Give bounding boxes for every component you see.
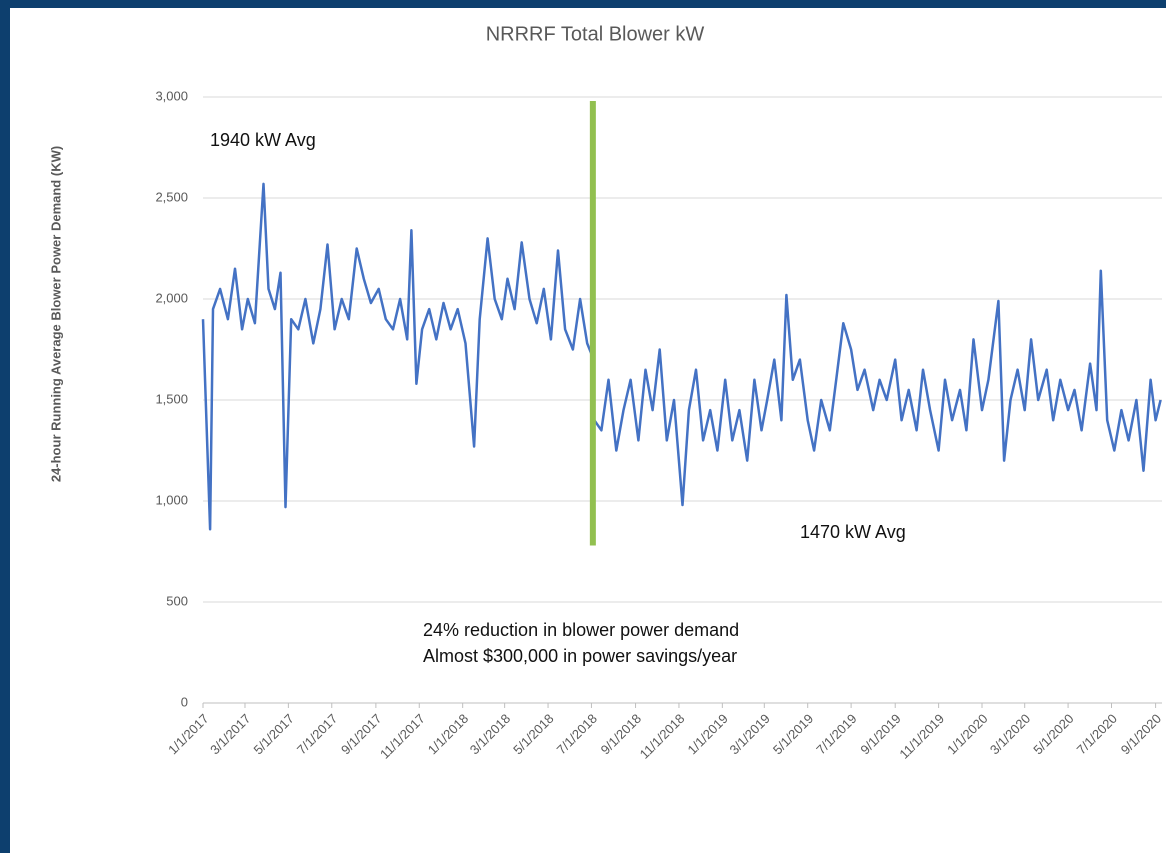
y-tick-label: 500 bbox=[166, 593, 188, 608]
y-tick-label: 1,500 bbox=[155, 391, 188, 406]
data-line bbox=[201, 182, 1162, 531]
y-tick-label: 1,000 bbox=[155, 492, 188, 507]
y-tick-label: 0 bbox=[181, 694, 188, 709]
y-tick-label: 3,000 bbox=[155, 88, 188, 103]
chart-title: NRRRF Total Blower kW bbox=[486, 23, 705, 45]
plot-background bbox=[10, 8, 1166, 853]
y-tick-label: 2,500 bbox=[155, 189, 188, 204]
annotation: 1470 kW Avg bbox=[800, 522, 906, 542]
annotation: Almost $300,000 in power savings/year bbox=[423, 646, 737, 666]
y-axis-label: 24-hour Running Average Blower Power Dem… bbox=[48, 146, 63, 482]
annotation: 1940 kW Avg bbox=[210, 130, 316, 150]
annotation: 24% reduction in blower power demand bbox=[423, 620, 739, 640]
y-tick-label: 2,000 bbox=[155, 290, 188, 305]
